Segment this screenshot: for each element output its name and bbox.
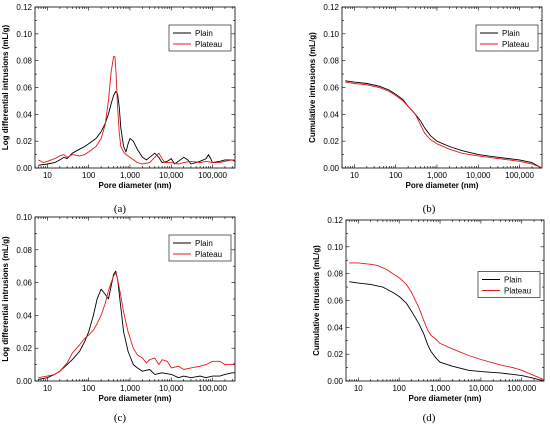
x-axis-label: Pore diameter (nm) bbox=[406, 181, 479, 190]
y-tick-label: 0.08 bbox=[16, 246, 32, 255]
y-tick-label: 0.00 bbox=[16, 377, 32, 386]
y-axis-label: Cumulative intrusions (mL/g) bbox=[312, 245, 321, 356]
y-tick-label: 0.06 bbox=[323, 84, 339, 93]
x-tick-label: 1,000 bbox=[120, 384, 141, 393]
y-tick-label: 0.06 bbox=[327, 297, 343, 306]
y-tick-label: 0.06 bbox=[16, 84, 32, 93]
series-line-plain bbox=[38, 91, 236, 166]
x-tick-label: 100,000 bbox=[507, 384, 536, 393]
panel-caption: (c) bbox=[114, 412, 127, 424]
legend-label-plateau: Plateau bbox=[504, 287, 531, 296]
y-tick-label: 0.08 bbox=[16, 57, 32, 66]
y-tick-label: 0.04 bbox=[16, 110, 32, 119]
x-tick-label: 10,000 bbox=[466, 171, 491, 180]
y-axis-label: Log differential intrusions (mL/g) bbox=[1, 25, 10, 151]
y-tick-label: 0.02 bbox=[16, 344, 32, 353]
legend-label-plateau: Plateau bbox=[195, 250, 222, 259]
panel-caption: (a) bbox=[114, 203, 127, 215]
y-tick-label: 0.02 bbox=[16, 137, 32, 146]
y-tick-label: 0.10 bbox=[323, 30, 339, 39]
x-tick-label: 100 bbox=[82, 384, 96, 393]
series-line-plateau bbox=[349, 262, 545, 381]
series-line-plateau bbox=[345, 81, 543, 169]
x-axis-label: Pore diameter (nm) bbox=[99, 181, 172, 190]
x-tick-label: 100,000 bbox=[198, 384, 227, 393]
y-tick-label: 0.12 bbox=[323, 3, 339, 12]
legend: Plain Plateau bbox=[168, 24, 232, 52]
x-axis-label: Pore diameter (nm) bbox=[409, 394, 482, 403]
x-tick-label: 10 bbox=[354, 384, 363, 393]
y-tick-label: 0.02 bbox=[323, 137, 339, 146]
x-tick-label: 10,000 bbox=[159, 384, 184, 393]
y-axis-label: Log differential intrusions (mL/g) bbox=[1, 236, 10, 362]
x-axis-label: Pore diameter (nm) bbox=[99, 394, 172, 403]
x-tick-label: 100,000 bbox=[505, 171, 534, 180]
legend-box bbox=[168, 234, 232, 262]
y-tick-label: 0.10 bbox=[16, 213, 32, 222]
series-line-plain bbox=[349, 281, 545, 382]
legend-label-plain: Plain bbox=[502, 29, 520, 38]
series-line-plain bbox=[38, 270, 235, 380]
x-tick-label: 10,000 bbox=[469, 384, 494, 393]
chart-panel-d: 10 100 1,000 10,000 100,000 0.00 0.02 0.04 0.06 0… bbox=[312, 216, 545, 424]
x-tick-label: 100 bbox=[392, 384, 406, 393]
legend-box bbox=[168, 24, 232, 52]
x-tick-label: 100 bbox=[82, 171, 96, 180]
y-tick-label: 0.02 bbox=[327, 350, 343, 359]
panel-caption: (b) bbox=[423, 203, 436, 215]
legend-label-plateau: Plateau bbox=[195, 40, 222, 49]
y-tick-label: 0.12 bbox=[16, 3, 32, 12]
series-line-plateau bbox=[38, 272, 236, 379]
legend-box bbox=[477, 271, 541, 298]
x-tick-label: 10 bbox=[43, 384, 52, 393]
y-axis-label: Cumulative intrusions (mL/g) bbox=[308, 32, 317, 143]
x-tick-label: 10,000 bbox=[159, 171, 184, 180]
chart-panel-c: 10 100 1,000 10,000 100,000 0.00 0.02 0.04 0.06 0… bbox=[1, 213, 236, 424]
x-tick-label: 100,000 bbox=[198, 171, 227, 180]
chart-panel-b: 10 100 1,000 10,000 100,000 0.00 0.02 0.04 0.06 0… bbox=[308, 3, 543, 215]
y-tick-label: 0.04 bbox=[323, 110, 339, 119]
legend-label-plain: Plain bbox=[504, 276, 522, 285]
y-tick-label: 0.08 bbox=[323, 57, 339, 66]
legend-label-plain: Plain bbox=[195, 239, 213, 248]
legend-label-plain: Plain bbox=[195, 29, 213, 38]
y-tick-label: 0.04 bbox=[327, 323, 343, 332]
y-tick-label: 0.00 bbox=[323, 164, 339, 173]
legend-box bbox=[475, 24, 539, 52]
y-tick-label: 0.10 bbox=[16, 30, 32, 39]
x-tick-label: 1,000 bbox=[430, 384, 451, 393]
x-tick-label: 1,000 bbox=[427, 171, 448, 180]
y-tick-label: 0.08 bbox=[327, 270, 343, 279]
y-tick-label: 0.00 bbox=[327, 377, 343, 386]
legend-label-plateau: Plateau bbox=[502, 40, 529, 49]
y-tick-label: 0.12 bbox=[327, 216, 343, 225]
chart-panel-a: 10 100 1,000 10,000 100,000 0.00 0.02 0.04 0.06 0… bbox=[1, 3, 236, 215]
y-tick-label: 0.06 bbox=[16, 279, 32, 288]
series-line-plateau bbox=[38, 56, 235, 165]
x-tick-label: 1,000 bbox=[120, 171, 141, 180]
x-tick-label: 10 bbox=[350, 171, 359, 180]
series-line-plain bbox=[345, 80, 543, 169]
plot-frame bbox=[345, 219, 545, 382]
legend: Plain Plateau bbox=[477, 271, 541, 298]
x-tick-label: 10 bbox=[43, 171, 52, 180]
legend: Plain Plateau bbox=[168, 234, 232, 262]
legend: Plain Plateau bbox=[475, 24, 539, 52]
x-tick-label: 100 bbox=[389, 171, 403, 180]
y-tick-label: 0.10 bbox=[327, 243, 343, 252]
panel-caption: (d) bbox=[423, 412, 436, 424]
y-tick-label: 0.00 bbox=[16, 164, 32, 173]
y-tick-label: 0.04 bbox=[16, 311, 32, 320]
